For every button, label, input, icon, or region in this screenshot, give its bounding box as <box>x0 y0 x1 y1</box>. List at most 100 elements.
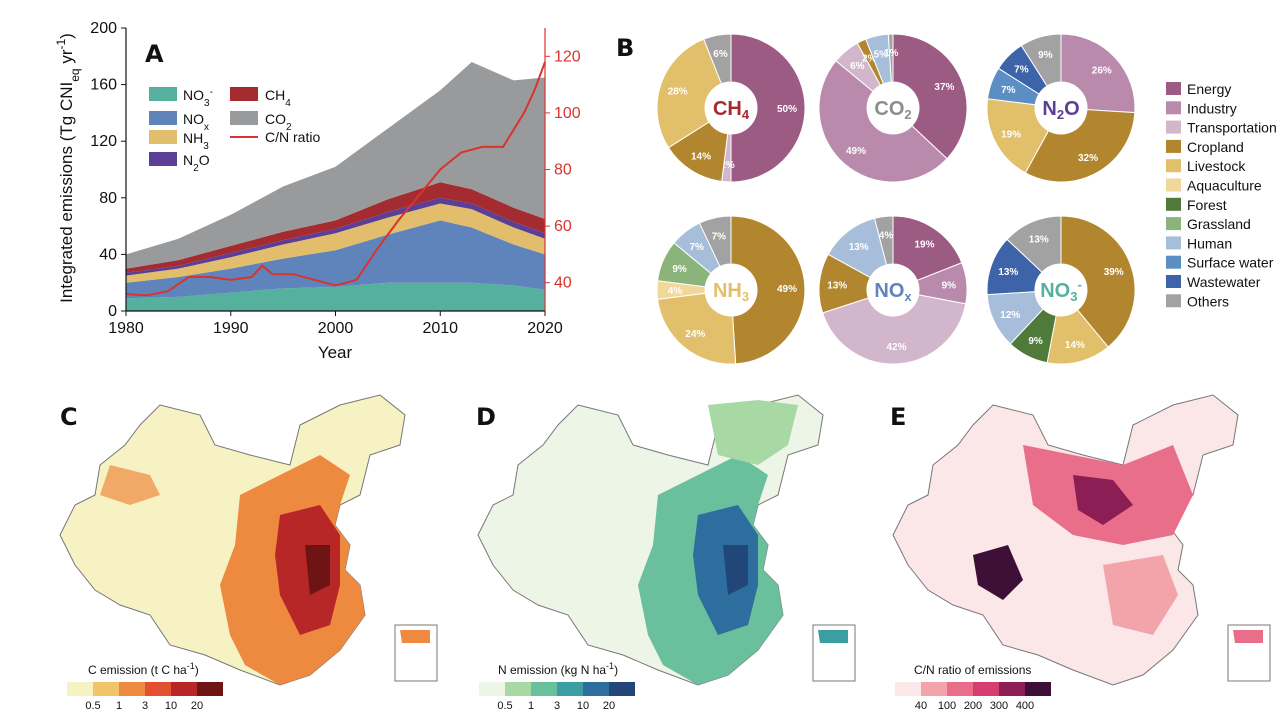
donut-slice-label: 6% <box>850 61 865 72</box>
inset-detail <box>818 630 848 643</box>
donut-slice <box>1060 215 1136 348</box>
y-tick-label: 120 <box>90 133 117 150</box>
donut-slice-label: 4% <box>668 286 683 297</box>
map-peak-region <box>973 545 1023 600</box>
legend-label-cn-ratio: C/N ratio <box>265 129 320 145</box>
map-e-colorbar: 40 100 200 300 400 <box>895 682 1051 712</box>
colorbar-tick-label: 20 <box>603 700 615 712</box>
legend-label: Energy <box>1187 81 1231 97</box>
panel-c-letter: C <box>60 403 78 431</box>
legend-swatch-co2 <box>230 111 258 125</box>
x-tick-label: 2020 <box>527 320 563 337</box>
donut-n2o: 26% 32% 19% 7% 7% 9% N2O <box>986 33 1136 183</box>
donut-ch4: 50% 2% 14% 28% 6% CH4 <box>656 33 806 183</box>
panel-a-letter: A <box>145 40 164 68</box>
colorbar-tick-label: 40 <box>915 700 927 712</box>
y2-ticks: 40 60 80 100 120 <box>545 48 581 292</box>
donut-slice <box>821 294 967 365</box>
legend-label-ch4: CH4 <box>265 87 291 109</box>
donut-slice-label: 1% <box>884 48 899 59</box>
donut-slice-label: 9% <box>672 264 687 275</box>
legend-label: Transportation <box>1187 120 1277 136</box>
legend-swatch <box>1166 82 1181 95</box>
inset-detail <box>400 630 430 643</box>
colorbar-cell <box>609 682 635 696</box>
donut-no3: 39% 14% 9% 12% 13% 13% NO3- <box>986 215 1136 365</box>
legend-label: Human <box>1187 235 1232 251</box>
map-c-colorbar: 0.5 1 3 10 20 <box>67 682 223 712</box>
panel-b-letter: B <box>616 34 634 62</box>
legend-swatch-nh3 <box>149 130 177 144</box>
legend-label: Livestock <box>1187 158 1246 174</box>
colorbar-tick-label: 100 <box>938 700 956 712</box>
legend-label: Others <box>1187 293 1229 309</box>
donut-slice-label: 6% <box>713 49 728 60</box>
map-peak-region <box>723 545 748 595</box>
map-d-colorbar: 0.5 1 3 10 20 <box>479 682 635 712</box>
donut-slice <box>1020 33 1062 87</box>
panel-b-legend: Energy Industry Transportation Cropland Live… <box>1166 81 1277 309</box>
china-map-e <box>892 394 1271 686</box>
donut-slice-label: 9% <box>1038 50 1053 61</box>
legend-label: Wastewater <box>1187 274 1261 290</box>
donut-slice-label: 50% <box>777 104 797 115</box>
map-outline <box>892 394 1239 686</box>
donut-slice-label: 7% <box>712 231 727 242</box>
area-no3 <box>126 282 545 311</box>
colorbar-cell <box>973 682 999 696</box>
colorbar-cell <box>505 682 531 696</box>
donut-slice-label: 42% <box>886 342 906 353</box>
donut-slice <box>892 33 968 160</box>
colorbar-cell <box>93 682 119 696</box>
donut-slice-label: 5% <box>874 49 889 60</box>
area-layers <box>126 62 545 311</box>
legend-swatch-n2o <box>149 152 177 166</box>
legend-label-no3: NO3- <box>183 87 213 109</box>
colorbar-tick-label: 400 <box>1016 700 1034 712</box>
china-map-c <box>59 394 438 686</box>
legend-swatch <box>1166 159 1181 173</box>
donut-slice <box>703 33 732 85</box>
donut-slice-label: 4% <box>879 230 894 241</box>
colorbar-tick-label: 0.5 <box>85 700 100 712</box>
donut-slice <box>730 33 806 183</box>
colorbar-cell <box>921 682 947 696</box>
area-co2 <box>126 62 545 269</box>
map-d-caption: N emission (kg N ha-1) <box>498 661 618 677</box>
y-tick-label: 160 <box>90 77 117 94</box>
donut-center-label: N2O <box>1042 98 1079 122</box>
donut-center-label: NH3 <box>713 280 749 304</box>
panel-a-area-chart: A 1980 1990 2000 2010 2020 0 40 80 120 160 200 40… <box>54 20 581 362</box>
legend-swatch <box>1166 101 1181 115</box>
map-west-patch <box>100 465 160 505</box>
donut-slice <box>887 33 894 83</box>
x-tick-label: 2000 <box>318 320 354 337</box>
legend-label: Surface water <box>1187 255 1274 271</box>
colorbar-cell <box>145 682 171 696</box>
donut-slice-label: 9% <box>942 281 957 292</box>
legend-swatch <box>1166 120 1181 134</box>
y2-tick-label: 100 <box>554 105 581 122</box>
area-nox <box>126 220 545 299</box>
legend-label: Aquaculture <box>1187 178 1262 194</box>
panel-d-letter: D <box>476 403 496 431</box>
y-ticks: 0 40 80 120 160 200 <box>90 20 126 320</box>
colorbar-cell <box>999 682 1025 696</box>
donut-slice <box>873 215 894 266</box>
colorbar-tick-label: 200 <box>964 700 982 712</box>
colorbar-tick-label: 3 <box>554 700 560 712</box>
map-outline <box>59 394 406 686</box>
legend-swatch-ch4 <box>230 87 258 101</box>
colorbar-tick-label: 300 <box>990 700 1008 712</box>
panel-e-letter: E <box>890 403 906 431</box>
x-tick-label: 1990 <box>213 320 249 337</box>
donut-nox: 19% 9% 42% 13% 13% 4% NOx <box>818 215 968 365</box>
donut-slice-label: 14% <box>691 151 711 162</box>
panel-a-legend: NO3- NOx NH3 N2O CH4 CO2 C/N ratio <box>149 87 320 174</box>
cn-ratio-line <box>125 61 546 297</box>
legend-swatch <box>1166 275 1181 288</box>
donut-slice <box>698 215 732 268</box>
donut-slice-label: 19% <box>1001 129 1021 140</box>
donut-slice <box>656 38 723 149</box>
